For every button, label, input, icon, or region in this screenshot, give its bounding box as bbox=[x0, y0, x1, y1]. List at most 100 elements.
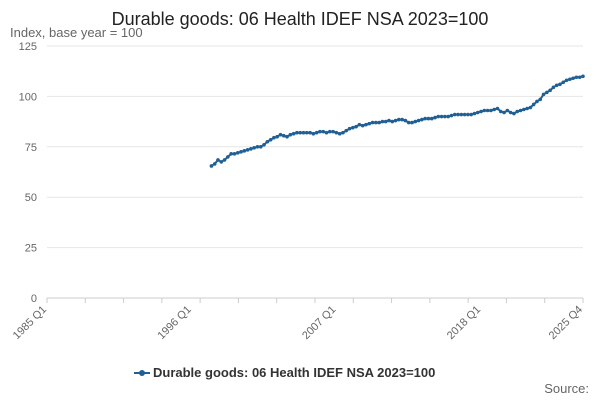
data-point[interactable] bbox=[351, 125, 355, 130]
data-point[interactable] bbox=[328, 129, 332, 134]
data-point[interactable] bbox=[400, 117, 404, 122]
data-point[interactable] bbox=[301, 130, 306, 135]
data-point[interactable] bbox=[522, 107, 526, 112]
data-point[interactable] bbox=[449, 113, 454, 118]
data-point[interactable] bbox=[545, 90, 549, 95]
data-point[interactable] bbox=[475, 110, 480, 115]
data-point[interactable] bbox=[377, 120, 381, 125]
data-point[interactable] bbox=[423, 116, 427, 121]
data-point[interactable] bbox=[334, 130, 339, 135]
data-point[interactable] bbox=[472, 111, 477, 116]
data-point[interactable] bbox=[420, 117, 424, 122]
data-point[interactable] bbox=[222, 158, 227, 162]
data-point[interactable] bbox=[413, 119, 418, 124]
data-point[interactable] bbox=[341, 130, 345, 135]
data-point[interactable] bbox=[272, 135, 276, 140]
data-point[interactable] bbox=[518, 108, 523, 113]
data-point[interactable] bbox=[512, 111, 516, 116]
data-point[interactable] bbox=[360, 123, 365, 128]
data-point[interactable] bbox=[364, 122, 368, 127]
data-point[interactable] bbox=[370, 120, 375, 125]
data-point[interactable] bbox=[390, 119, 395, 124]
data-point[interactable] bbox=[242, 149, 247, 153]
data-point[interactable] bbox=[249, 147, 253, 151]
data-point[interactable] bbox=[374, 120, 378, 125]
data-point[interactable] bbox=[278, 132, 283, 137]
data-point[interactable] bbox=[265, 139, 270, 144]
data-point[interactable] bbox=[324, 130, 329, 135]
data-point[interactable] bbox=[479, 109, 483, 114]
data-point[interactable] bbox=[367, 121, 372, 126]
data-point[interactable] bbox=[452, 112, 457, 117]
data-point[interactable] bbox=[216, 158, 220, 162]
data-point[interactable] bbox=[387, 118, 391, 123]
data-point[interactable] bbox=[485, 108, 490, 113]
data-point[interactable] bbox=[459, 112, 464, 117]
data-point[interactable] bbox=[548, 88, 552, 93]
data-point[interactable] bbox=[492, 107, 497, 112]
data-point[interactable] bbox=[337, 131, 342, 136]
data-point[interactable] bbox=[489, 108, 493, 113]
data-point[interactable] bbox=[232, 152, 237, 156]
data-point[interactable] bbox=[298, 130, 303, 135]
data-point[interactable] bbox=[239, 150, 243, 154]
data-point[interactable] bbox=[285, 134, 289, 139]
data-point[interactable] bbox=[498, 109, 503, 114]
data-point[interactable] bbox=[515, 109, 520, 114]
data-point[interactable] bbox=[426, 116, 431, 121]
data-point[interactable] bbox=[275, 134, 279, 139]
data-point[interactable] bbox=[347, 126, 352, 131]
data-point[interactable] bbox=[281, 133, 286, 138]
data-point[interactable] bbox=[525, 106, 529, 111]
data-point[interactable] bbox=[268, 137, 273, 142]
data-point[interactable] bbox=[212, 162, 217, 166]
data-point[interactable] bbox=[252, 146, 256, 150]
data-point[interactable] bbox=[226, 155, 230, 159]
data-point[interactable] bbox=[456, 112, 460, 117]
data-point[interactable] bbox=[314, 130, 319, 135]
data-point[interactable] bbox=[311, 131, 316, 136]
data-point[interactable] bbox=[505, 108, 510, 113]
data-point[interactable] bbox=[383, 119, 388, 124]
data-point[interactable] bbox=[245, 148, 250, 152]
data-point[interactable] bbox=[541, 92, 546, 97]
data-point[interactable] bbox=[502, 110, 506, 115]
data-point[interactable] bbox=[308, 130, 312, 135]
data-point[interactable] bbox=[581, 74, 585, 79]
data-point[interactable] bbox=[535, 99, 539, 104]
data-point[interactable] bbox=[568, 77, 572, 82]
data-point[interactable] bbox=[554, 83, 559, 88]
data-point[interactable] bbox=[446, 114, 450, 119]
data-point[interactable] bbox=[229, 152, 233, 156]
data-point[interactable] bbox=[433, 115, 437, 120]
data-point[interactable] bbox=[288, 132, 293, 137]
data-point[interactable] bbox=[571, 76, 575, 81]
data-point[interactable] bbox=[304, 130, 309, 135]
data-point[interactable] bbox=[344, 128, 349, 133]
data-point[interactable] bbox=[255, 145, 260, 149]
data-point[interactable] bbox=[416, 118, 421, 123]
data-point[interactable] bbox=[403, 118, 408, 123]
data-point[interactable] bbox=[564, 78, 569, 83]
data-point[interactable] bbox=[262, 142, 266, 147]
data-point[interactable] bbox=[574, 75, 579, 80]
data-point[interactable] bbox=[482, 108, 487, 113]
data-point[interactable] bbox=[219, 160, 224, 164]
data-point[interactable] bbox=[429, 116, 434, 121]
data-point[interactable] bbox=[531, 102, 536, 107]
legend[interactable]: Durable goods: 06 Health IDEF NSA 2023=1… bbox=[134, 365, 435, 380]
data-point[interactable] bbox=[508, 110, 513, 115]
data-point[interactable] bbox=[538, 97, 543, 102]
data-point[interactable] bbox=[410, 120, 414, 125]
data-point[interactable] bbox=[397, 117, 401, 122]
data-point[interactable] bbox=[295, 130, 299, 135]
data-point[interactable] bbox=[318, 129, 322, 134]
data-point[interactable] bbox=[209, 164, 214, 168]
data-point[interactable] bbox=[558, 82, 562, 87]
data-point[interactable] bbox=[235, 151, 240, 155]
data-point[interactable] bbox=[354, 124, 358, 129]
data-point[interactable] bbox=[551, 85, 556, 90]
data-point[interactable] bbox=[469, 112, 474, 117]
data-point[interactable] bbox=[258, 145, 263, 149]
data-point[interactable] bbox=[357, 122, 362, 127]
